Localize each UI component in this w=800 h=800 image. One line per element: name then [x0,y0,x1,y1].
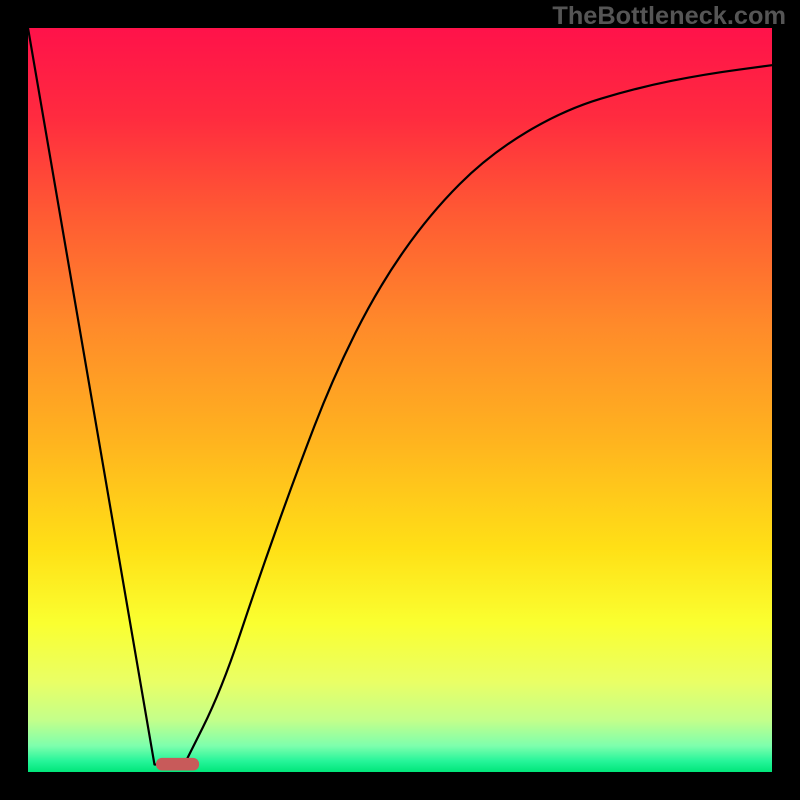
minimum-marker [156,758,199,771]
chart-stage: TheBottleneck.com [0,0,800,800]
plot-background [28,28,772,772]
chart-svg [0,0,800,800]
watermark-text: TheBottleneck.com [552,2,786,31]
